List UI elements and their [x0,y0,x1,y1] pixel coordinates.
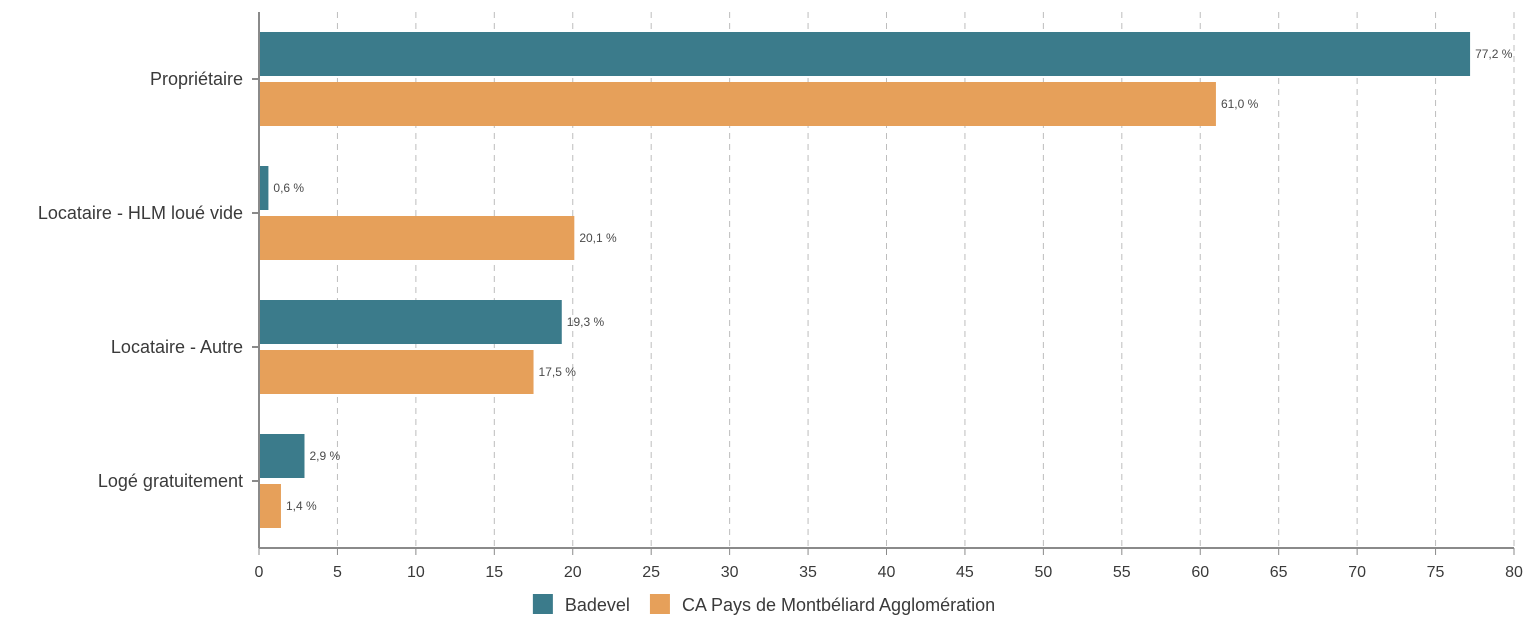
bar-badevel-loge-gratuitement [259,434,305,478]
x-tick-label: 5 [333,564,342,581]
bar-ca-pays-de-montbeliard-agglomeration-loge-gratuitement [259,484,281,528]
bar-badevel-locataire-hlm-loue-vide [259,166,269,210]
x-tick-label: 35 [799,564,817,581]
x-tick-label: 70 [1348,564,1366,581]
legend-label-ca-pays-de-montbeliard-agglomeration: CA Pays de Montbéliard Agglomération [682,595,995,615]
x-tick-label: 25 [642,564,660,581]
bars: 77,2 % 61,0 % 0,6 % 20,1 % 19,3 % 17,5 % 2,9 %… [259,32,1513,528]
bar-ca-pays-de-montbeliard-agglomeration-locataire-autre [259,350,534,394]
data-label: 17,5 % [539,365,577,379]
x-tick-label: 0 [255,564,264,581]
legend: Badevel CA Pays de Montbéliard Agglomérat… [532,594,995,615]
x-tick-label: 55 [1113,564,1131,581]
x-tick-label: 80 [1505,564,1523,581]
x-tick-label: 30 [721,564,739,581]
x-tick-label: 10 [407,564,425,581]
bar-ca-pays-de-montbeliard-agglomeration-locataire-hlm-loue-vide [259,216,575,260]
data-label: 20,1 % [579,231,617,245]
data-label: 77,2 % [1475,47,1513,61]
x-tick-label: 20 [564,564,582,581]
x-tick-label: 60 [1191,564,1209,581]
bar-ca-pays-de-montbeliard-agglomeration-proprietaire [259,82,1216,126]
x-tick-label: 15 [485,564,503,581]
category-label-loge-gratuitement: Logé gratuitement [98,471,243,491]
x-tick-label: 50 [1034,564,1052,581]
data-label: 61,0 % [1221,97,1259,111]
data-label: 1,4 % [286,499,317,513]
x-tick-label: 65 [1270,564,1288,581]
x-tick-label: 40 [878,564,896,581]
category-label-proprietaire: Propriétaire [150,69,243,89]
x-tick-label: 45 [956,564,974,581]
data-label: 19,3 % [567,315,605,329]
data-label: 2,9 % [309,449,340,463]
legend-swatch-ca-pays-de-montbeliard-agglomeration [649,594,670,614]
x-tick-label: 75 [1427,564,1445,581]
bar-badevel-locataire-autre [259,300,562,344]
legend-swatch-badevel [532,594,553,614]
data-label: 0,6 % [273,181,304,195]
bar-badevel-proprietaire [259,32,1471,76]
axes: 0 5 10 15 20 25 30 35 40 45 50 55 60 65 70 75 80 Propriét… [38,12,1523,581]
category-label-locataire-hlm-loue-vide: Locataire - HLM loué vide [38,203,243,223]
legend-label-badevel: Badevel [565,595,630,615]
category-label-locataire-autre: Locataire - Autre [111,337,243,357]
